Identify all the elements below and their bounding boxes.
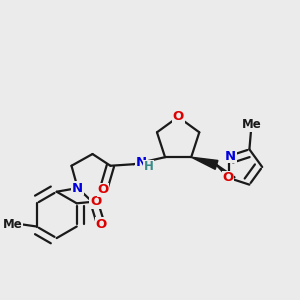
Text: O: O [172,110,184,123]
Text: N: N [72,182,83,194]
Text: O: O [222,171,234,184]
Text: N: N [136,157,147,169]
Text: Me: Me [242,118,261,131]
Text: Me: Me [3,218,23,230]
Text: O: O [95,218,107,231]
Text: O: O [90,195,101,208]
Polygon shape [191,157,218,169]
Text: N: N [225,150,236,163]
Text: H: H [143,160,153,173]
Text: O: O [98,183,109,196]
